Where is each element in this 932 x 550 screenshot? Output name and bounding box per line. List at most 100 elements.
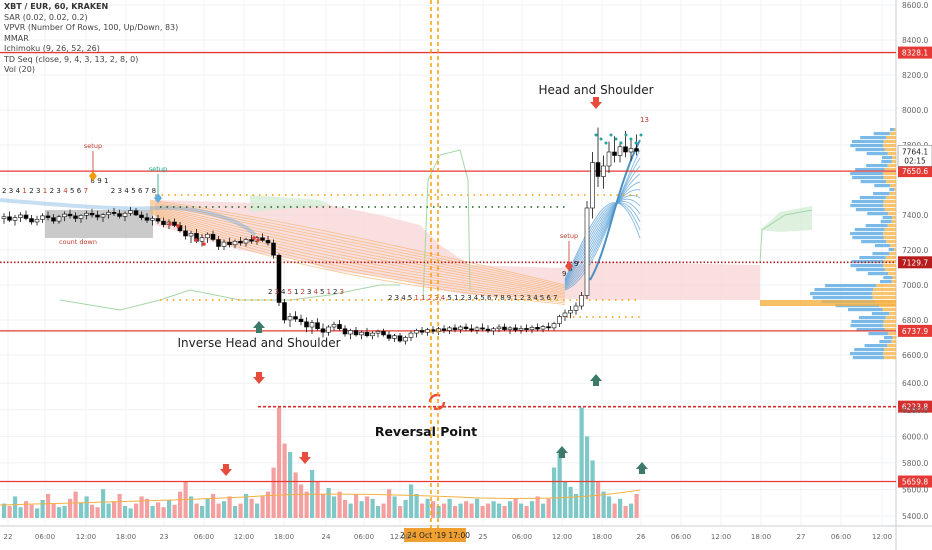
candle-body-100	[551, 323, 557, 329]
td-count-c-17: 8	[500, 294, 504, 302]
td-count-a-12: 7	[84, 187, 88, 195]
volume-bar-15	[84, 496, 89, 518]
ma-warm-5	[149, 204, 566, 293]
volume-bar-62	[343, 500, 348, 518]
candle-body-58	[320, 328, 326, 333]
vp-down-48	[883, 320, 896, 324]
vp-up-11	[850, 172, 884, 176]
volume-bar-46	[255, 503, 260, 518]
arrow-up-vol-3	[636, 462, 648, 474]
volume-bar-97	[535, 496, 540, 518]
legend-tdseq[interactable]: TD Seq (close, 9, 4, 3, 13, 2, 8, 0)	[4, 54, 139, 64]
ma-warm-12	[149, 211, 566, 304]
candle-body-29	[161, 220, 166, 225]
current-price-label: 7764.1	[902, 147, 928, 156]
td-count-a-1: 3	[9, 187, 13, 195]
price-tick-14: 5600.0	[902, 485, 928, 494]
volume-bar-48	[266, 491, 271, 518]
vp-up-30	[888, 248, 894, 252]
sar-red-0	[168, 222, 172, 226]
vp-down-39	[876, 284, 896, 288]
cloud-red-region	[155, 200, 760, 300]
vp-up-33	[851, 260, 884, 264]
td-count-a-0: 2	[2, 187, 6, 195]
volume-bar-115	[634, 494, 639, 518]
td-count-b-9: 1	[327, 288, 331, 296]
td-count-a-7: 2	[50, 187, 54, 195]
symbol-line: XBT / EUR, 60, KRAKEN	[4, 2, 109, 11]
arrow-inverse-hs	[253, 321, 265, 333]
volume-bar-93	[513, 498, 518, 518]
time-tick-2: 12:00	[76, 533, 96, 541]
vp-up-32	[859, 256, 886, 260]
volume-bar-50	[277, 407, 282, 518]
time-axis[interactable]: 22 06:00 12:00 18:00 23 06:00 12:00 18:00 24 06:0…	[4, 533, 893, 541]
td-count-a-11: 6	[77, 187, 82, 195]
td-count-c-22: 4	[533, 294, 538, 302]
candle-body-80	[441, 328, 447, 331]
candle-body-113	[623, 146, 628, 153]
level-label-4: 6223.8	[902, 403, 928, 412]
legend-volume[interactable]: Vol (20)	[4, 65, 35, 74]
volume-bar-36	[200, 506, 205, 518]
candle-body-60	[331, 324, 337, 328]
ma-cool-2	[564, 165, 641, 289]
volume-bar-0	[2, 503, 7, 518]
td-sequence-counts: 2 3 4 1 2 3 1 2 3 4 5 6 78 9 12 3 4 5 6 7 82 3 4 5 1 2 3 4 5 1 2 32 3 4 5 1…	[2, 116, 649, 302]
setup-diamond-1	[89, 171, 97, 181]
horizontal-levels[interactable]: 8328.1 7650.6 7129.7 6737.9 6223.8 5659.8	[0, 46, 932, 488]
ma-cool-6	[564, 195, 641, 285]
candle-body-50	[276, 254, 282, 303]
vp-up-34	[850, 264, 884, 268]
vp-down-6	[887, 152, 896, 156]
time-tick-21: 12:00	[872, 533, 892, 541]
volume-bar-58	[321, 494, 326, 518]
td-count-c-20: 2	[520, 294, 524, 302]
setup-label-3: setup	[560, 232, 578, 240]
legend-ichimoku[interactable]: Ichimoku (9, 26, 52, 26)	[4, 44, 100, 53]
candle-body-82	[452, 327, 458, 330]
volume-bar-69	[381, 503, 386, 518]
td-count-b-5: 2	[301, 288, 305, 296]
candle-body-84	[463, 326, 469, 330]
time-tick-13: 12:00	[552, 533, 572, 541]
vp-up-24	[865, 224, 888, 228]
price-tick-2: 8200.0	[902, 71, 928, 80]
level-tag-2	[898, 256, 932, 269]
td-count-c-8: 4	[441, 294, 446, 302]
candle-body-15	[84, 212, 89, 216]
vp-down-47	[885, 316, 896, 320]
candle-body-83	[458, 326, 463, 330]
candle-body-107	[590, 162, 595, 209]
vp-up-5	[855, 148, 885, 152]
price-tick-8: 6800.0	[902, 316, 928, 325]
candle-body-68	[375, 331, 381, 334]
volume-bar-23	[128, 508, 133, 518]
legend-sar[interactable]: SAR (0.02, 0.02, 0.2)	[4, 12, 88, 22]
volume-bar-76	[420, 503, 425, 518]
candle-body-55	[304, 321, 309, 328]
sar-teal-2	[604, 141, 608, 145]
price-axis[interactable]: 8600.08400.08200.08000.07800.07400.07200…	[897, 1, 932, 521]
legend-mmar[interactable]: MMAR	[4, 33, 29, 43]
candle-body-19	[106, 212, 111, 215]
vp-down-53	[891, 340, 896, 344]
legend-vpvr[interactable]: VPVR (Number Of Rows, 100, Up/Down, 83)	[4, 23, 179, 32]
candle-body-66	[364, 331, 370, 337]
volume-bar-94	[519, 503, 524, 518]
candle-body-76	[419, 330, 425, 333]
level-tag-5	[898, 475, 932, 488]
price-tick-1: 8400.0	[902, 36, 928, 45]
setup-diamond-3	[565, 261, 573, 271]
volume-bar-100	[552, 467, 557, 518]
candle-body-47	[260, 237, 265, 241]
candle-body-12	[67, 213, 73, 217]
price-tick-12: 6000.0	[902, 432, 928, 441]
candle-body-67	[370, 332, 375, 337]
vp-down-56	[883, 352, 896, 356]
annotations-layer: Head and Shoulder Inverse Head and Should…	[59, 83, 654, 476]
td-count-c-9: 5	[447, 294, 451, 302]
volume-bar-99	[546, 498, 551, 518]
vp-down-46	[889, 312, 896, 316]
